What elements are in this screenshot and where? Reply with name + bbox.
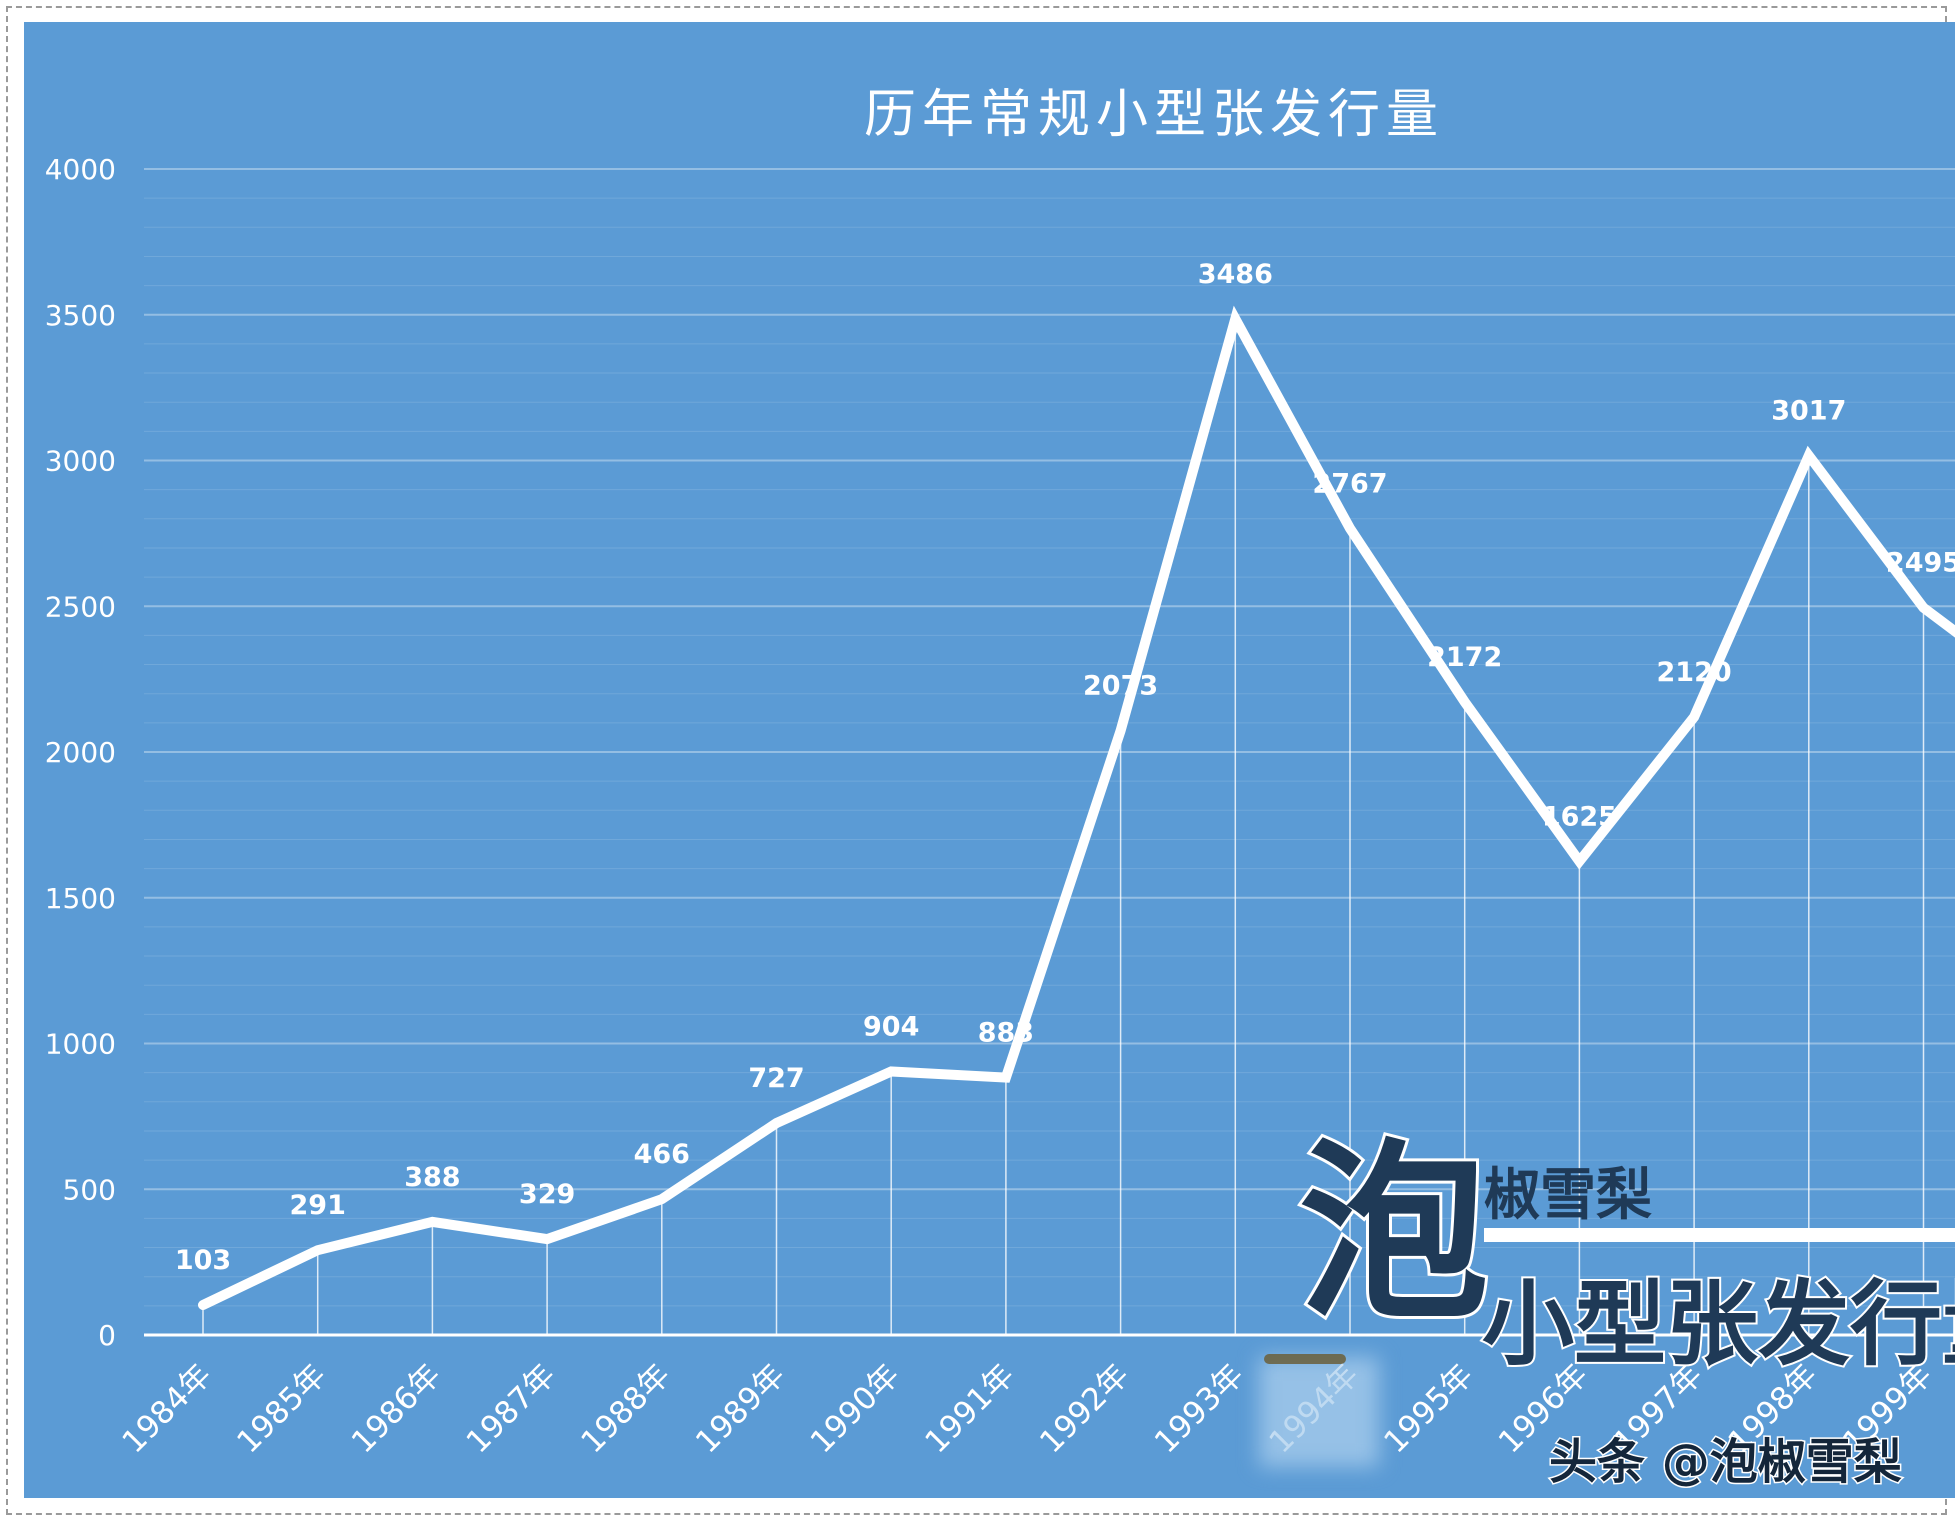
y-tick-label: 500 [63,1173,116,1206]
y-tick-label: 1000 [45,1028,116,1061]
data-label: 727 [748,1063,804,1094]
chart-title: 历年常规小型张发行量 [863,85,1444,145]
x-tick-label: 1986年 [345,1357,448,1460]
y-tick-label: 0 [98,1319,116,1352]
source-credit: 头条 @泡椒雪梨 [1548,1433,1904,1492]
data-label: 3017 [1771,396,1846,427]
y-tick-label: 2500 [45,590,116,623]
data-label: 2172 [1427,642,1502,673]
x-tick-label: 1993年 [1148,1357,1251,1460]
series-line [198,305,1955,1310]
y-tick-label: 4000 [45,153,116,186]
data-label: 388 [404,1162,460,1193]
data-label: 2073 [1083,671,1158,702]
y-tick-label: 3000 [45,445,116,478]
x-tick-label: 1995年 [1377,1357,1480,1460]
x-tick-label: 1984年 [115,1357,218,1460]
x-tick-label: 1992年 [1033,1357,1136,1460]
data-label: 2495 [1886,548,1955,579]
blurred-patch [1259,1357,1379,1467]
data-label: 2120 [1657,657,1732,688]
smudge-mark [1264,1354,1346,1364]
x-tick-label: 1987年 [460,1357,563,1460]
watermark-name: 椒雪梨 [1484,1163,1652,1228]
data-label: 291 [290,1190,346,1221]
line-chart: 0 500 1000 1500 2000 2500 3000 3500 4000 103 291 38… [45,153,1955,1460]
y-tick-label: 1500 [45,882,116,915]
data-label: 883 [978,1018,1034,1049]
data-label: 329 [519,1179,575,1210]
data-label: 3486 [1198,259,1273,290]
x-tick-label: 1990年 [804,1357,907,1460]
chart-panel: 0 500 1000 1500 2000 2500 3000 3500 4000 103 291 38… [24,22,1955,1498]
x-tick-label: 1985年 [230,1357,333,1460]
watermark-subtitle: 小型张发行量 [1480,1269,1955,1380]
y-tick-label: 2000 [45,736,116,769]
y-tick-label: 3500 [45,299,116,332]
x-tick-label: 1991年 [918,1357,1021,1460]
x-tick-label: 1988年 [574,1357,677,1460]
x-tick-label: 1989年 [689,1357,792,1460]
data-label: 1625 [1542,801,1617,832]
data-label: 2767 [1312,468,1387,499]
watermark-logo-char: 泡 [1296,1123,1492,1344]
watermark-bar [1484,1228,1955,1242]
data-label: 466 [634,1139,690,1170]
data-label: 103 [175,1245,231,1276]
data-label: 904 [863,1011,919,1042]
